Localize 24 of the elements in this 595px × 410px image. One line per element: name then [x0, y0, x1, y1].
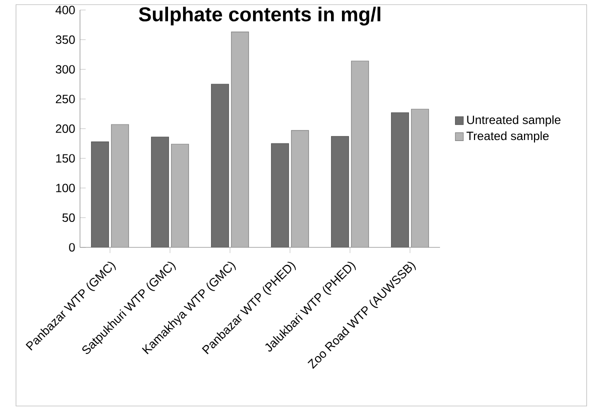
bar	[291, 130, 309, 248]
bar	[111, 124, 129, 248]
y-tick-label: 400	[56, 6, 75, 14]
y-tick-label: 350	[56, 35, 75, 44]
bar	[91, 141, 109, 248]
y-tick-label: 300	[56, 65, 75, 74]
y-tick-label: 150	[56, 154, 75, 163]
y-tick-label: 0	[69, 243, 75, 252]
bar	[331, 136, 349, 248]
bar	[351, 60, 369, 248]
y-tick-label: 100	[56, 184, 75, 192]
legend-label: Treated sample	[466, 131, 549, 143]
chart-title: Sulphate contents in mg/l	[138, 6, 380, 26]
bar	[391, 112, 409, 248]
bar	[271, 143, 289, 248]
legend-label: Untreated sample	[467, 115, 560, 126]
y-tick-label: 250	[56, 94, 75, 104]
bar	[231, 32, 249, 248]
y-tick-label: 200	[56, 124, 75, 133]
bar	[171, 144, 189, 248]
bar	[411, 108, 429, 248]
bar	[151, 136, 169, 248]
bar	[211, 84, 229, 248]
y-tick-label: 50	[62, 213, 75, 222]
